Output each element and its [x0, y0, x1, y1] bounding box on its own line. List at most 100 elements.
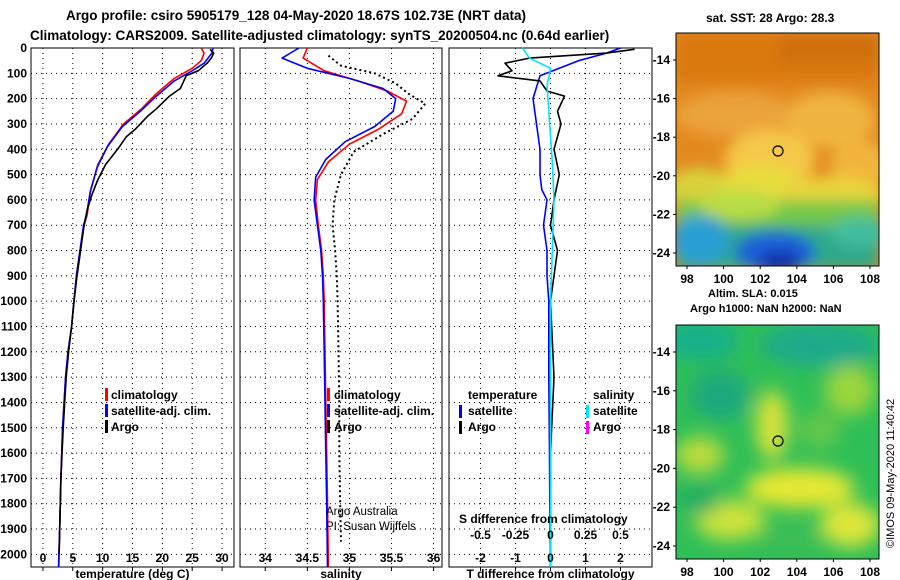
- x-tick-label: 0: [547, 551, 554, 565]
- x-tick-label: -1: [510, 551, 521, 565]
- x-tick-label: 1: [582, 551, 589, 565]
- s-tick-label: -0.5: [470, 528, 491, 542]
- x-tick-label: 20: [156, 551, 170, 565]
- x-tick-label: 35: [343, 551, 357, 565]
- x-tick-label: 15: [126, 551, 140, 565]
- map-y-tick-label: -16: [653, 384, 671, 398]
- sst-field: [676, 33, 879, 266]
- sst-map: sat. SST: 28 Argo: 28.3: [653, 11, 881, 286]
- s-tick-label: 0: [547, 528, 554, 542]
- sla-map-title: Altim. SLA: 0.015: [708, 288, 798, 300]
- sla-map: Altim. SLA: 0.015 Argo h1000: NaN h2000:…: [653, 288, 881, 579]
- legend-title-salinity: salinity: [593, 388, 635, 402]
- map-y-tick-label: -22: [653, 500, 671, 514]
- legend-swatch-t-argo: [459, 421, 462, 434]
- depth-tick-label: 1500: [0, 421, 27, 435]
- legend-label-t-argo: Argo: [468, 420, 496, 434]
- x-tick-label: 25: [186, 551, 200, 565]
- map-y-tick-label: -14: [653, 345, 671, 359]
- map-y-tick-label: -20: [653, 461, 671, 475]
- depth-tick-label: 1000: [0, 294, 27, 308]
- sla-map-subtitle: Argo h1000: NaN h2000: NaN: [690, 303, 842, 315]
- map-x-tick-label: 102: [750, 272, 770, 286]
- depth-tick-label: 2000: [0, 547, 27, 561]
- title-line2: Climatology: CARS2009. Satellite-adjuste…: [30, 28, 609, 43]
- depth-tick-label: 100: [7, 66, 27, 80]
- x-tick-label: 34.5: [296, 551, 320, 565]
- legend-swatch-s-satellite: [586, 405, 589, 418]
- s-tick-label: -0.25: [502, 528, 530, 542]
- series-line-argo: [327, 54, 427, 542]
- legend-swatch-s-argo: [586, 421, 589, 434]
- x-axis-label: T difference from climatology: [466, 567, 634, 580]
- map-x-tick-label: 106: [823, 565, 843, 579]
- legend-swatch-argo: [105, 420, 108, 433]
- map-x-tick-label: 106: [823, 272, 843, 286]
- x-tick-label: 2: [617, 551, 624, 565]
- map-x-tick-label: 98: [680, 565, 694, 579]
- x-axis-label: temperature (deg C): [75, 567, 189, 580]
- credit-pi: PI: Susan Wijffels: [326, 521, 416, 533]
- legend-label-argo: Argo: [334, 420, 362, 434]
- map-x-tick-label: 104: [787, 272, 807, 286]
- map-x-tick-label: 102: [750, 565, 770, 579]
- depth-tick-label: 0: [20, 41, 27, 55]
- legend-title-temperature: temperature: [468, 388, 538, 402]
- depth-tick-label: 1700: [0, 471, 27, 485]
- depth-tick-label: 1600: [0, 446, 27, 460]
- s-difference-label: S difference from climatology: [459, 512, 628, 526]
- depth-tick-label: 1200: [0, 345, 27, 359]
- series-line-t-satellite: [532, 47, 621, 568]
- legend-label-argo: Argo: [111, 420, 139, 434]
- legend-swatch-satellite: [327, 404, 330, 417]
- legend-swatch-satellite: [105, 404, 108, 417]
- depth-tick-label: 1800: [0, 497, 27, 511]
- argo-location-marker: [772, 435, 784, 447]
- map-x-tick-label: 108: [860, 565, 880, 579]
- legend-label-s-satellite: satellite: [593, 404, 638, 418]
- salinity-panel: 34 34.5 35 35.5 36 salinity: [239, 47, 443, 580]
- legend-label-satellite: satellite-adj. clim.: [111, 404, 211, 418]
- map-y-tick-label: -16: [653, 92, 671, 106]
- depth-tick-label: 600: [7, 193, 27, 207]
- x-axis-label: salinity: [320, 567, 362, 580]
- series-line-argo: [58, 48, 215, 555]
- map-y-tick-label: -14: [653, 53, 671, 67]
- depth-axis-labels: 0 100 200 300 400 500 600 700 800 900 1000 1100 1200…: [0, 41, 27, 561]
- title-line1: Argo profile: csiro 5905179_128 04-May-2…: [66, 8, 526, 23]
- map-y-tick-label: -24: [653, 246, 671, 260]
- series-line-climatology: [302, 47, 408, 568]
- s-tick-label: 0.25: [574, 528, 598, 542]
- imos-credit: ©IMOS 09-May-2020 11:40:42: [885, 399, 897, 548]
- legend-label-satellite: satellite-adj. clim.: [334, 404, 434, 418]
- x-tick-label: -2: [475, 551, 486, 565]
- x-tick-label: 35.5: [380, 551, 404, 565]
- series-line-s-satellite: [521, 47, 555, 567]
- series-line-t-argo: [497, 48, 635, 555]
- panel-frame: [239, 47, 443, 568]
- argo-location-marker: [772, 145, 784, 157]
- s-tick-label: 0.5: [612, 528, 629, 542]
- series-line-satellite-adj-clim-: [281, 47, 397, 568]
- map-x-tick-label: 108: [860, 272, 880, 286]
- legend-swatch-climatology: [327, 388, 330, 401]
- salinity-legend: climatology satellite-adj. clim. Argo Ar…: [326, 388, 434, 533]
- map-y-tick-label: -20: [653, 169, 671, 183]
- map-y-tick-label: -22: [653, 207, 671, 221]
- temperature-legend: climatology satellite-adj. clim. Argo: [105, 388, 211, 434]
- x-tick-label: 34: [259, 551, 273, 565]
- depth-tick-label: 1900: [0, 522, 27, 536]
- panel-frame: [30, 47, 235, 568]
- depth-tick-label: 400: [7, 142, 27, 156]
- series-line-climatology: [58, 47, 205, 568]
- depth-tick-label: 300: [7, 117, 27, 131]
- depth-tick-label: 200: [7, 92, 27, 106]
- sst-map-title: sat. SST: 28 Argo: 28.3: [706, 11, 835, 25]
- sla-field: [676, 325, 879, 559]
- difference-panel: -2 -1 0 1 2 T difference from climatology -0.5…: [448, 47, 653, 580]
- legend-swatch-argo: [327, 420, 330, 433]
- depth-tick-label: 1400: [0, 395, 27, 409]
- difference-legend: temperature salinity satellite Argo sate…: [459, 388, 638, 526]
- depth-tick-label: 700: [7, 218, 27, 232]
